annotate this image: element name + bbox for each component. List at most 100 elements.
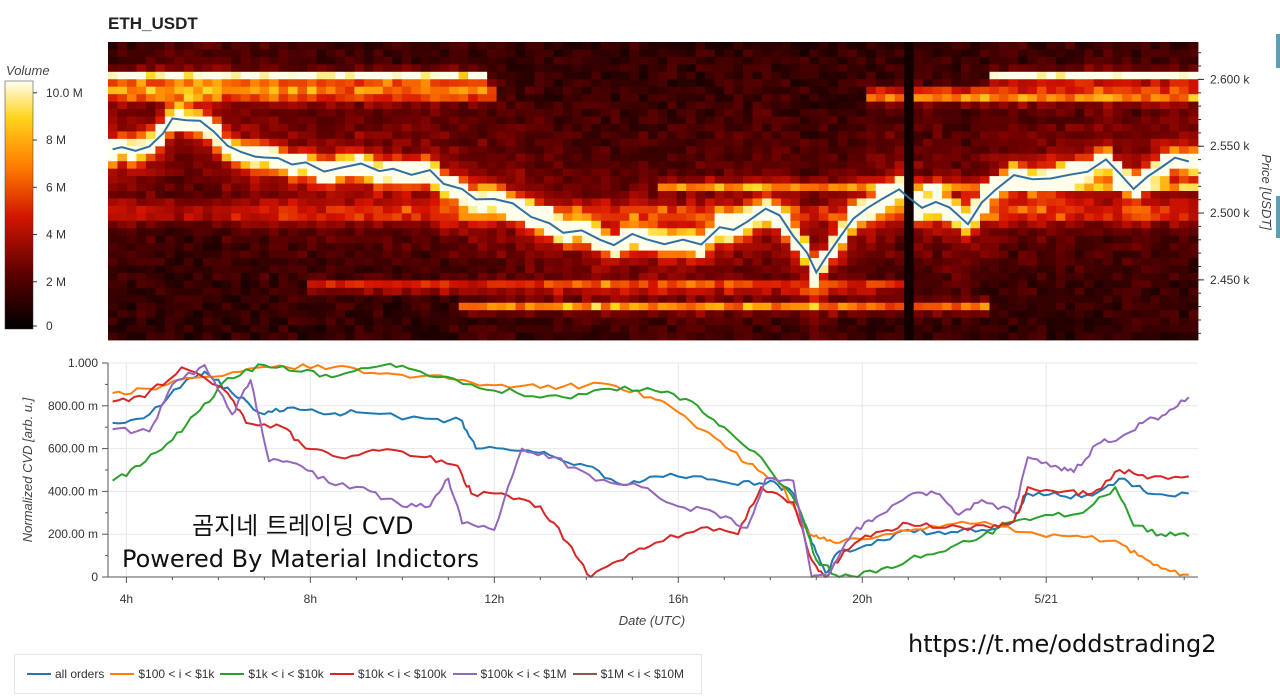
legend-item[interactable]: $1k < i < $10k bbox=[220, 667, 324, 681]
heatmap-cell bbox=[629, 205, 640, 214]
heatmap-cell bbox=[212, 42, 223, 50]
heatmap-cell bbox=[108, 183, 118, 192]
heatmap-cell bbox=[771, 220, 782, 229]
heatmap-cell bbox=[875, 109, 886, 117]
heatmap-cell bbox=[1017, 205, 1028, 214]
telegram-link[interactable]: https://t.me/oddstrading2 bbox=[908, 630, 1217, 658]
heatmap-cell bbox=[1160, 101, 1170, 110]
heatmap-cell bbox=[1188, 56, 1199, 65]
heatmap-cell bbox=[847, 213, 858, 222]
heatmap-cell bbox=[638, 325, 649, 333]
heatmap-cell bbox=[771, 228, 782, 237]
heatmap-cell bbox=[212, 265, 223, 274]
heatmap-cell bbox=[780, 161, 791, 170]
heatmap-cell bbox=[382, 131, 393, 140]
heatmap-cell bbox=[193, 332, 204, 341]
heatmap-cell bbox=[553, 258, 564, 266]
heatmap-cell bbox=[401, 153, 412, 162]
heatmap-cell bbox=[828, 56, 839, 65]
legend-item[interactable]: $100k < i < $1M bbox=[452, 667, 567, 681]
heatmap-cell bbox=[326, 191, 336, 199]
heatmap-cell bbox=[951, 272, 962, 281]
heatmap-cell bbox=[136, 243, 147, 251]
heatmap-cell bbox=[164, 191, 175, 199]
heatmap-cell bbox=[487, 64, 498, 73]
heatmap-cell bbox=[686, 64, 697, 73]
heatmap-cell bbox=[117, 198, 128, 207]
heatmap-cell bbox=[951, 101, 962, 110]
heatmap-cell bbox=[1122, 198, 1133, 207]
heatmap-cell bbox=[562, 287, 573, 296]
heatmap-cell bbox=[1036, 183, 1047, 192]
heatmap-cell bbox=[1169, 205, 1180, 214]
heatmap-cell bbox=[923, 94, 934, 102]
heatmap-cell bbox=[894, 287, 905, 296]
heatmap-cell bbox=[174, 146, 185, 155]
heatmap-cell bbox=[619, 317, 630, 326]
heatmap-cell bbox=[515, 56, 526, 65]
heatmap-cell bbox=[420, 94, 431, 102]
heatmap-cell bbox=[487, 287, 498, 296]
heatmap-cell bbox=[629, 258, 640, 266]
heatmap-cell bbox=[1188, 332, 1199, 341]
heatmap-cell bbox=[780, 265, 791, 274]
heatmap-cell bbox=[108, 49, 118, 58]
heatmap-cell bbox=[439, 310, 450, 319]
heatmap-cell bbox=[373, 168, 384, 177]
heatmap-cell bbox=[913, 325, 924, 333]
heatmap-cell bbox=[1188, 228, 1199, 237]
heatmap-cell bbox=[847, 79, 858, 88]
heatmap-cell bbox=[468, 272, 479, 281]
heatmap-cell bbox=[780, 116, 791, 125]
heatmap-cell bbox=[951, 235, 962, 244]
heatmap-cell bbox=[638, 272, 649, 281]
heatmap-cell bbox=[1008, 161, 1019, 170]
heatmap-cell bbox=[1093, 243, 1104, 251]
heatmap-cell bbox=[657, 161, 668, 170]
heatmap-cell bbox=[638, 49, 649, 58]
heatmap-cell bbox=[828, 116, 839, 125]
heatmap-cell bbox=[771, 235, 782, 244]
legend-item[interactable]: $10k < i < $100k bbox=[329, 667, 447, 681]
heatmap-cell bbox=[875, 243, 886, 251]
heatmap-cell bbox=[1027, 310, 1038, 319]
heatmap-cell bbox=[392, 42, 403, 50]
heatmap-cell bbox=[174, 310, 185, 319]
heatmap-cell bbox=[904, 272, 915, 281]
heatmap-cell bbox=[714, 220, 725, 229]
heatmap-cell bbox=[1065, 94, 1076, 102]
heatmap-cell bbox=[136, 198, 147, 207]
legend-item[interactable]: all orders bbox=[27, 667, 104, 681]
heatmap-cell bbox=[771, 176, 782, 184]
heatmap-cell bbox=[961, 295, 971, 304]
heatmap-cell bbox=[382, 64, 393, 73]
heatmap-cell bbox=[430, 138, 441, 147]
heatmap-cell bbox=[762, 235, 772, 244]
heatmap-cell bbox=[240, 116, 251, 125]
heatmap-cell bbox=[562, 272, 573, 281]
heatmap-cell bbox=[752, 272, 763, 281]
legend-item[interactable]: $100 < i < $1k bbox=[110, 667, 214, 681]
heatmap-cell bbox=[392, 86, 403, 95]
heatmap-cell bbox=[297, 191, 308, 199]
heatmap-cell bbox=[714, 310, 725, 319]
heatmap-cell bbox=[1084, 49, 1095, 58]
heatmap-cell bbox=[998, 71, 1009, 80]
heatmap-cell bbox=[335, 116, 346, 125]
heatmap-cell bbox=[951, 302, 962, 311]
heatmap-cell bbox=[1179, 79, 1189, 88]
heatmap-cell bbox=[401, 272, 412, 281]
heatmap-cell bbox=[856, 64, 867, 73]
heatmap-cell bbox=[809, 317, 820, 326]
heatmap-cell bbox=[572, 213, 583, 222]
heatmap-cell bbox=[515, 198, 526, 207]
heatmap-cell bbox=[638, 183, 649, 192]
heatmap-cell bbox=[989, 161, 1000, 170]
legend-item[interactable]: $1M < i < $10M bbox=[572, 667, 684, 681]
heatmap-cell bbox=[648, 317, 659, 326]
heatmap-cell bbox=[117, 258, 128, 266]
heatmap-cell bbox=[1112, 86, 1123, 95]
heatmap-cell bbox=[686, 176, 697, 184]
heatmap-cell bbox=[980, 325, 990, 333]
heatmap-cell bbox=[477, 235, 488, 244]
